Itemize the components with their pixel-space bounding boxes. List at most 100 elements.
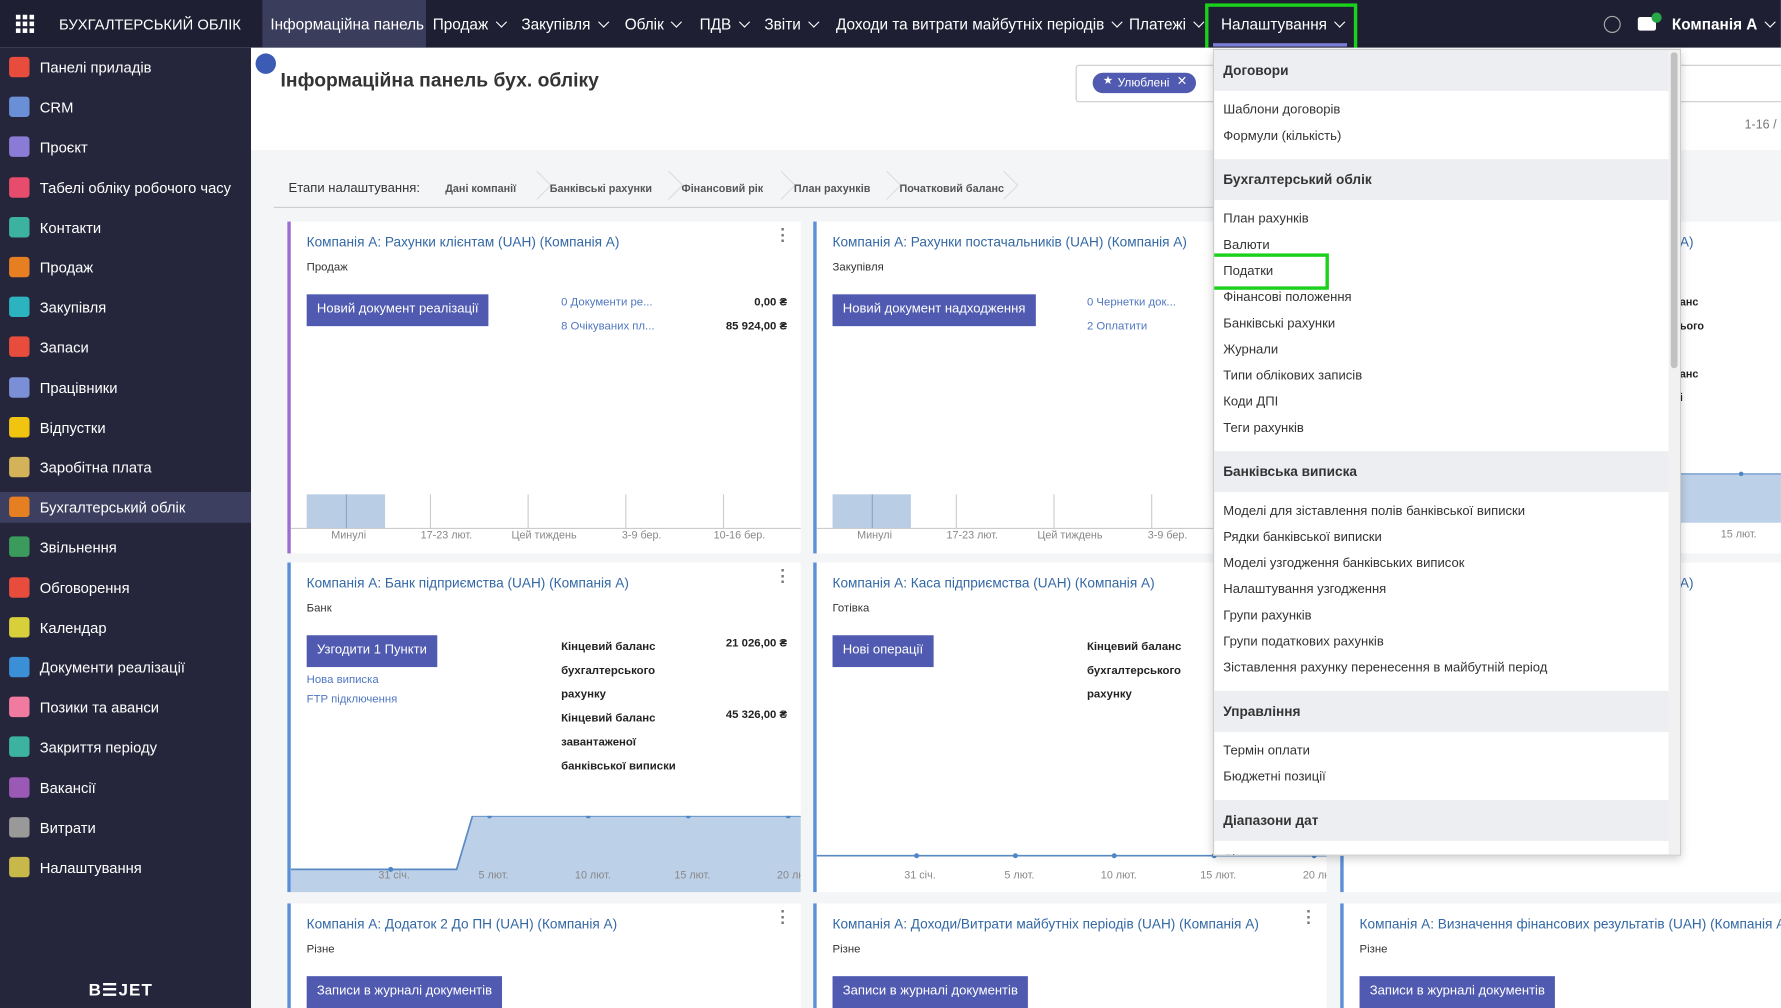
dropdown-item[interactable]: Термін оплати xyxy=(1223,744,1310,758)
card-title[interactable]: Компанія А: Рахунки клієнтам (UAH) (Комп… xyxy=(306,234,620,251)
menu-item[interactable]: Доходи та витрати майбутніх періодів xyxy=(836,16,1121,33)
dropdown-item[interactable]: Фінансові положення xyxy=(1223,290,1352,305)
menu-item[interactable]: ПДВ xyxy=(700,16,749,33)
card-menu[interactable]: ··· xyxy=(1306,903,1312,933)
clock-icon[interactable] xyxy=(1603,15,1621,33)
card-button[interactable]: Записи в журналі документів xyxy=(306,976,503,1008)
menu-item[interactable]: Закупівля xyxy=(521,16,607,33)
dropdown-item[interactable]: Моделі для зіставлення полів банківської… xyxy=(1223,504,1526,519)
card-link[interactable]: 0 Документи ре... xyxy=(561,296,653,310)
dashboard-card: Компанія А: Додаток 2 До ПН (UAH) (Компа… xyxy=(287,903,801,1008)
sidebar-item[interactable]: Закриття періоду xyxy=(39,739,158,757)
card-title[interactable]: А) xyxy=(1679,575,1694,591)
card-button[interactable]: Записи в журналі документів xyxy=(1359,976,1556,1008)
menu-item[interactable]: Платежі xyxy=(1129,16,1203,33)
filter-chip[interactable]: Улюблені xyxy=(1092,72,1196,94)
card-link[interactable]: 8 Очікуваних пл... xyxy=(561,320,655,333)
dropdown-item[interactable]: Формули (кількість) xyxy=(1223,129,1342,144)
apps-icon[interactable] xyxy=(15,14,35,33)
app-title: БУХГАЛТЕРСЬКИЙ ОБЛІК xyxy=(59,15,241,33)
menu-item[interactable]: Інформаційна панель xyxy=(270,15,425,33)
apps-dot xyxy=(29,21,35,27)
card-title[interactable]: Компанія А: Додаток 2 До ПН (UAH) (Компа… xyxy=(306,915,618,932)
card-button[interactable]: Записи в журналі документів xyxy=(832,976,1029,1008)
sidebar-item[interactable]: Витрати xyxy=(39,819,96,837)
dropdown-item[interactable]: Журнали xyxy=(1223,343,1279,357)
company-switch[interactable]: Компанія А xyxy=(1672,16,1775,33)
dropdown-item[interactable]: Рядки банківської виписки xyxy=(1223,530,1382,545)
card-title[interactable]: Компанія А: Визначення фінансових резуль… xyxy=(1359,915,1781,932)
dropdown-item[interactable]: Зіставлення рахунку перенесення в майбут… xyxy=(1223,661,1548,676)
menu-icon xyxy=(9,736,30,758)
card-title[interactable]: Компанія А: Каса підприємства (UAH) (Ком… xyxy=(832,575,1155,591)
card-link[interactable]: Нова виписка xyxy=(306,673,379,687)
dropdown-item[interactable]: Групи податкових рахунків xyxy=(1223,635,1384,649)
card-menu[interactable]: ··· xyxy=(780,903,786,933)
card-button[interactable]: Узгодити 1 Пункти xyxy=(306,635,438,668)
sidebar-item[interactable]: Обговорення xyxy=(39,579,130,597)
sidebar-item[interactable]: Документи реалізації xyxy=(39,659,185,677)
menu-icon xyxy=(9,56,30,78)
card-link[interactable]: 2 Оплатити xyxy=(1086,320,1148,333)
chat-badge xyxy=(1651,12,1662,23)
sidebar-item[interactable]: Проєкт xyxy=(39,139,88,157)
sidebar-item[interactable]: Налаштування xyxy=(39,859,142,877)
sidebar-item[interactable]: Вакансії xyxy=(39,779,96,797)
card-menu[interactable]: ··· xyxy=(780,221,786,252)
dropdown-item[interactable]: Банківські рахунки xyxy=(1223,317,1336,331)
dropdown-item[interactable]: Налаштування узгодження xyxy=(1223,582,1387,597)
menu-item[interactable]: Облік xyxy=(625,16,681,33)
card-text-fragment: анс xyxy=(1679,368,1699,381)
scrollbar-thumb[interactable] xyxy=(1670,52,1678,369)
dropdown-item[interactable]: Шаблони договорів xyxy=(1223,103,1341,118)
dropdown-item[interactable]: Валюти xyxy=(1223,238,1270,253)
axis-label: Цей тиждень xyxy=(1037,529,1103,543)
sidebar-item[interactable]: Позики та аванси xyxy=(39,699,160,717)
dropdown-item[interactable]: Діапазони дат xyxy=(1223,853,1308,854)
sidebar-item[interactable]: Працівники xyxy=(39,379,118,397)
menu-item[interactable]: Продаж xyxy=(433,16,506,33)
menu-item[interactable]: Налаштування xyxy=(1221,16,1344,33)
dropdown-item[interactable]: Типи облікових записів xyxy=(1223,369,1363,383)
sidebar-item[interactable]: Контакти xyxy=(39,219,102,237)
menu-item[interactable]: Звіти xyxy=(764,16,817,33)
card-link[interactable]: FTP підключення xyxy=(306,693,398,706)
card-button[interactable]: Нові операції xyxy=(832,635,934,668)
dropdown-item[interactable]: Моделі узгодження банківських виписок xyxy=(1223,556,1465,571)
apps-dot xyxy=(15,14,21,20)
sidebar-item[interactable]: Запаси xyxy=(39,339,89,357)
card-title[interactable]: А) xyxy=(1679,234,1694,251)
card-title[interactable]: Компанія А: Банк підприємства (UAH) (Ком… xyxy=(306,575,629,591)
sidebar-item[interactable]: Панелі приладів xyxy=(39,59,152,77)
setup-step[interactable]: Банківські рахунки xyxy=(549,182,653,196)
sidebar-item[interactable]: CRM xyxy=(39,99,74,117)
card-link[interactable]: 0 Чернетки док... xyxy=(1086,296,1176,310)
chip-close[interactable]: ✕ xyxy=(1176,75,1188,89)
card-button[interactable]: Новий документ надходження xyxy=(832,294,1036,327)
setup-step[interactable]: Дані компанії xyxy=(445,182,517,196)
back-button[interactable] xyxy=(255,53,276,74)
sidebar-item[interactable]: Закупівля xyxy=(39,299,107,317)
sidebar-item[interactable]: Звільнення xyxy=(39,539,117,557)
dropdown-item[interactable]: Бюджетні позиції xyxy=(1223,770,1326,785)
sidebar-item[interactable]: Відпустки xyxy=(39,419,106,437)
dropdown-item[interactable]: Групи рахунків xyxy=(1223,609,1312,623)
card-menu[interactable]: ··· xyxy=(780,562,786,593)
sidebar-item[interactable]: Бухгалтерський облік xyxy=(39,499,186,517)
sidebar-item[interactable]: Заробітна плата xyxy=(39,459,152,477)
card-title[interactable]: Компанія А: Рахунки постачальників (UAH)… xyxy=(832,234,1187,251)
section-header: Банківська виписка xyxy=(1214,451,1669,493)
card-button[interactable]: Новий документ реалізації xyxy=(306,294,489,327)
sidebar-item[interactable]: Продаж xyxy=(39,259,94,277)
dropdown-item[interactable]: Коди ДПІ xyxy=(1223,395,1279,410)
setup-step[interactable]: План рахунків xyxy=(793,182,871,196)
setup-step[interactable]: Початковий баланс xyxy=(899,182,1004,196)
card-title[interactable]: Компанія А: Доходи/Витрати майбутніх пер… xyxy=(832,915,1259,932)
setup-step[interactable]: Фінансовий рік xyxy=(681,182,764,196)
sidebar-item[interactable]: Календар xyxy=(39,619,107,637)
dropdown-item[interactable]: Податки xyxy=(1223,264,1274,279)
dropdown-item[interactable]: Теги рахунків xyxy=(1223,421,1304,436)
line xyxy=(290,815,801,871)
sidebar-item[interactable]: Табелі обліку робочого часу xyxy=(39,179,232,197)
dropdown-item[interactable]: План рахунків xyxy=(1223,212,1309,227)
